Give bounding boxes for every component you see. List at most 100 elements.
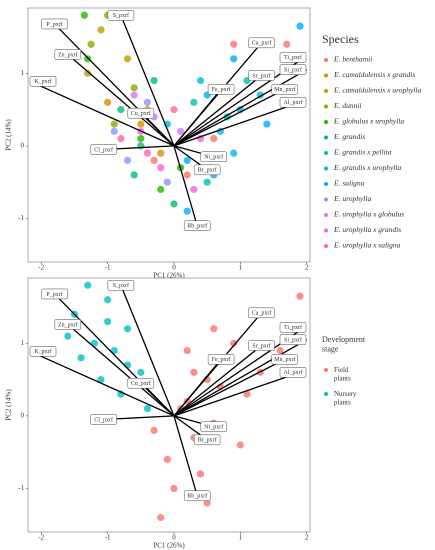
- label-box: [271, 84, 299, 95]
- label-box: [279, 52, 307, 63]
- point: [183, 207, 191, 215]
- label-box: [207, 84, 235, 95]
- label-box: [207, 354, 235, 365]
- loading-arrow: [120, 15, 175, 147]
- point: [183, 171, 191, 179]
- x-tick-label: 1: [239, 534, 243, 542]
- point: [190, 185, 198, 194]
- loading-arrow: [67, 53, 175, 147]
- point: [77, 354, 85, 362]
- loading-name: Fe_pxrf: [212, 356, 231, 363]
- loading-arrow: [120, 285, 175, 417]
- loading-label: Mn_pxrf: [271, 354, 299, 365]
- legend-swatch: [324, 89, 328, 93]
- label-box: [127, 107, 155, 119]
- label-box: [200, 421, 228, 433]
- loading-label: Cu_pxrf: [127, 377, 155, 389]
- loading-label: P_pxrf: [41, 288, 68, 300]
- label-box: [271, 354, 299, 365]
- legend-swatch: [324, 151, 328, 155]
- loading-arrow: [173, 69, 308, 147]
- label-box: [54, 319, 82, 330]
- loading-label: Sr_pxrf: [248, 70, 275, 81]
- label-box: [279, 367, 307, 378]
- point: [157, 149, 165, 157]
- point: [230, 55, 238, 63]
- legend-label: Field plants: [334, 366, 351, 382]
- loading-label: Al_pxrf: [279, 97, 307, 108]
- point: [117, 106, 125, 114]
- label-box: [29, 76, 57, 87]
- point: [143, 149, 152, 157]
- loading-label: Si_pxrf: [279, 64, 307, 75]
- loading-name: Al_pxrf: [284, 99, 303, 106]
- loading-name: Zn_pxrf: [58, 51, 78, 58]
- legend-label: E. camaldulensis x grandis: [333, 70, 415, 79]
- loading-label: Ca_pxrf: [248, 307, 275, 319]
- point: [137, 368, 145, 376]
- label-box: [200, 151, 228, 163]
- legend-swatch: [324, 197, 328, 202]
- label-box: [41, 18, 68, 30]
- loading-name: S_pxrf: [113, 282, 129, 289]
- loading-name: Cu_pxrf: [131, 110, 151, 117]
- loading-name: Mn_pxrf: [274, 356, 295, 363]
- loading-label: Ti_pxrf: [279, 322, 307, 333]
- point: [104, 98, 112, 106]
- loading-arrow: [173, 88, 286, 147]
- loading-name: Si_pxrf: [284, 67, 302, 74]
- legend-swatch: [324, 58, 328, 62]
- point: [80, 11, 88, 19]
- point: [123, 156, 132, 164]
- loading-label: Cl_pxrf: [90, 144, 117, 155]
- loading-name: Rb_pxrf: [187, 493, 207, 500]
- legend-swatch: [324, 228, 328, 233]
- legend-label: E. grandis x urophylla: [333, 163, 401, 172]
- loading-name: Cu_pxrf: [131, 380, 151, 387]
- loading-arrow: [173, 74, 262, 147]
- loading-name: K_pxrf: [34, 78, 51, 85]
- label-box: [193, 434, 221, 446]
- loading-name: Al_pxrf: [284, 369, 303, 376]
- loading-label: S_pxrf: [107, 10, 135, 21]
- loading-name: Sr_pxrf: [252, 72, 270, 79]
- y-tick-label: 0: [21, 411, 25, 419]
- loading-arrow: [173, 371, 301, 417]
- point: [150, 426, 158, 434]
- y-axis-label: PC2 (14%): [5, 119, 13, 151]
- label-box: [107, 280, 135, 291]
- point: [64, 332, 72, 340]
- point: [137, 135, 145, 143]
- legend-label: Nursery plants: [334, 390, 357, 406]
- x-tick-label: 1: [239, 264, 243, 272]
- legend-swatch: [324, 368, 328, 372]
- legend-label: E. globulus x urophylla: [333, 117, 404, 126]
- loading-label: Cl_pxrf: [90, 414, 117, 425]
- point: [117, 135, 125, 143]
- loading-label: Mn_pxrf: [271, 84, 299, 95]
- loading-label: Cu_pxrf: [127, 107, 155, 119]
- label-box: [90, 144, 117, 155]
- legend-swatch: [324, 104, 328, 109]
- legend-label: E. benthamii: [333, 55, 372, 64]
- point: [183, 156, 191, 164]
- point: [170, 200, 178, 208]
- legend-label: E. grandis x pellita: [333, 148, 392, 157]
- label-box: [107, 10, 135, 21]
- loading-label: Rb_pxrf: [183, 220, 211, 231]
- legend-label: E. camaldulensis x urophylla: [333, 86, 421, 95]
- loading-label: Br_pxrf: [193, 164, 221, 176]
- loading-name: Zn_pxrf: [58, 321, 78, 328]
- loading-name: Ni_pxrf: [204, 154, 223, 161]
- x-tick-label: -1: [105, 264, 111, 272]
- loading-arrow: [173, 101, 301, 147]
- loading-name: Ti_pxrf: [284, 324, 302, 331]
- legend-title: Species: [322, 32, 359, 46]
- point: [183, 346, 191, 355]
- loading-label: Ni_pxrf: [200, 151, 228, 163]
- loading-name: Ca_pxrf: [252, 310, 272, 317]
- label-box: [183, 490, 211, 501]
- legend-swatch: [324, 392, 328, 396]
- legend-label: E. dunnii: [333, 101, 362, 110]
- point: [84, 69, 92, 77]
